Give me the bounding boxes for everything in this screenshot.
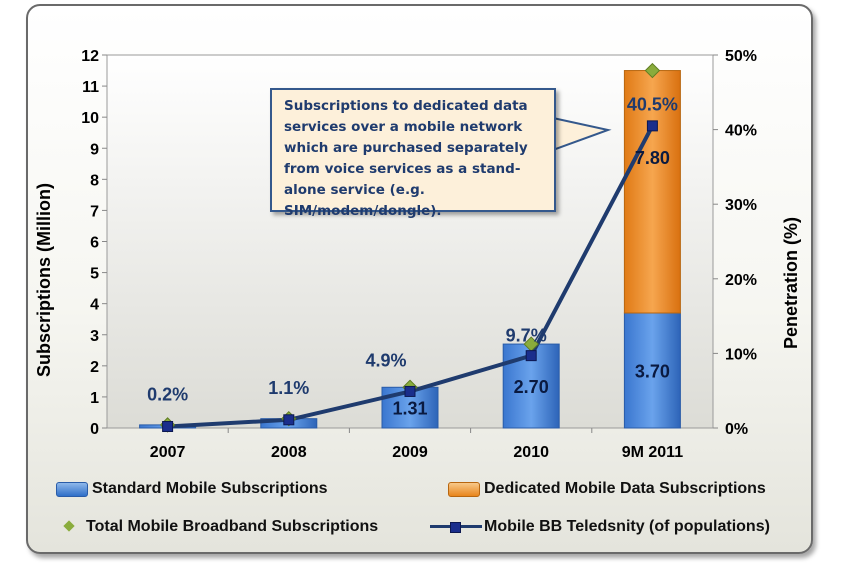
data-label-penetration: 1.1% [268, 378, 309, 398]
data-label-standard: 2.70 [514, 377, 549, 397]
penetration-marker [283, 414, 295, 426]
data-label-standard: 1.31 [392, 399, 427, 419]
y-tick-label: 7 [90, 203, 99, 220]
data-label-penetration: 4.9% [365, 350, 406, 370]
legend-label-dedicated: Dedicated Mobile Data Subscriptions [484, 480, 766, 497]
penetration-marker [646, 120, 658, 132]
y-tick-label: 2 [90, 359, 99, 376]
legend-line-marker-icon [430, 520, 482, 534]
x-tick-label: 2009 [392, 444, 428, 461]
y-tick-label: 3 [90, 328, 99, 345]
y-tick-label: 9 [90, 141, 99, 158]
y2-tick-label: 10% [725, 346, 757, 363]
legend-swatch-blue-bar [56, 481, 88, 497]
y2-axis-title: Penetration (%) [781, 217, 801, 349]
y-tick-label: 8 [90, 172, 99, 189]
y-tick-label: 6 [90, 235, 99, 252]
data-label-standard: 3.70 [635, 361, 670, 381]
callout-box: Subscriptions to dedicated data services… [270, 88, 556, 219]
y-tick-label: 0 [90, 421, 99, 438]
y-tick-label: 12 [81, 48, 99, 65]
bar-standard [623, 312, 681, 429]
legend-dedicated-data: Dedicated Mobile Data Subscriptions [448, 480, 766, 498]
y2-tick-label: 50% [725, 48, 757, 65]
y-tick-label: 4 [90, 297, 99, 314]
legend-standard-mobile: Standard Mobile Subscriptions [56, 480, 328, 498]
legend-bb-teledensity: Mobile BB Teledsnity (of populations) [430, 518, 770, 536]
y-axis-title: Subscriptions (Million) [34, 183, 54, 377]
legend-label-total: Total Mobile Broadband Subscriptions [86, 518, 379, 535]
penetration-marker [404, 385, 416, 397]
y-tick-label: 5 [90, 266, 99, 283]
y2-tick-label: 40% [725, 123, 757, 140]
y2-tick-label: 20% [725, 272, 757, 289]
x-tick-label: 2008 [271, 444, 307, 461]
data-label-penetration: 40.5% [627, 95, 678, 115]
x-tick-label: 9M 2011 [622, 444, 683, 461]
y-tick-label: 10 [81, 110, 99, 127]
legend-label-standard: Standard Mobile Subscriptions [92, 480, 328, 497]
bar-dedicated [623, 70, 681, 314]
x-tick-label: 2007 [150, 444, 186, 461]
legend-diamond-icon [60, 520, 82, 534]
y-tick-label: 1 [90, 390, 99, 407]
y2-tick-label: 30% [725, 197, 757, 214]
x-tick-label: 2010 [513, 444, 549, 461]
data-label-dedicated: 7.80 [635, 148, 670, 168]
legend-label-teledensity: Mobile BB Teledsnity (of populations) [484, 518, 770, 535]
y-tick-label: 11 [82, 79, 99, 96]
total-marker-diamond [644, 62, 661, 79]
data-label-penetration: 0.2% [147, 385, 188, 405]
data-label-penetration: 9.7% [506, 326, 547, 346]
legend-total-broadband: Total Mobile Broadband Subscriptions [60, 518, 378, 536]
penetration-marker [525, 350, 537, 362]
penetration-marker [162, 421, 174, 433]
legend-swatch-orange-bar [448, 481, 480, 497]
y2-tick-label: 0% [725, 421, 748, 438]
